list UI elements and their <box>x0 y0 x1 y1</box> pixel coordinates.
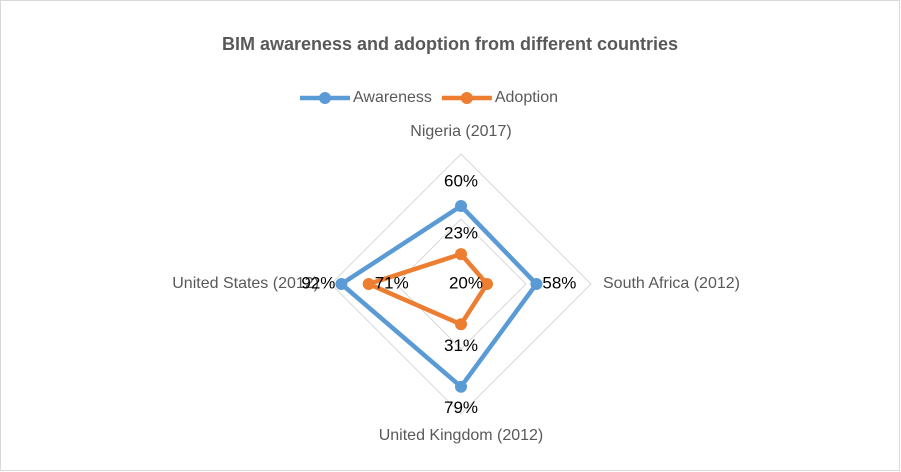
point-marker <box>455 248 467 261</box>
legend-label: Adoption <box>495 89 558 106</box>
point-marker <box>455 318 467 331</box>
data-label: 92% <box>301 273 335 292</box>
category-label: Nigeria (2017) <box>410 123 511 140</box>
point-marker <box>335 278 348 290</box>
chart-title: BIM awareness and adoption from differen… <box>222 34 678 54</box>
point-marker <box>530 278 543 290</box>
data-label: 60% <box>444 171 478 190</box>
category-label: United Kingdom (2012) <box>379 427 544 444</box>
category-label: South Africa (2012) <box>603 275 740 292</box>
data-label: 79% <box>444 398 478 417</box>
point-marker <box>455 380 467 393</box>
category-label: United States (2012) <box>172 275 319 292</box>
data-label: 71% <box>375 273 409 292</box>
legend-marker <box>460 92 473 104</box>
data-label: 31% <box>444 336 478 355</box>
data-label: 58% <box>542 273 576 292</box>
grid-ring <box>330 153 592 415</box>
legend-marker <box>319 92 331 104</box>
grid-ring <box>395 218 527 350</box>
point-marker <box>455 200 467 212</box>
data-label: 23% <box>444 224 478 243</box>
point-marker <box>362 278 375 290</box>
legend-label: Awareness <box>353 89 432 106</box>
data-label: 20% <box>449 273 483 292</box>
point-marker <box>481 278 493 290</box>
